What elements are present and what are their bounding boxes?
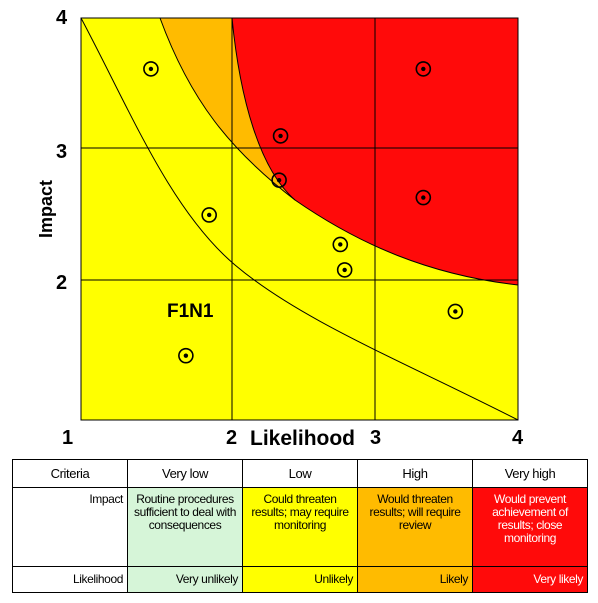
- table-header-row: Criteria Very low Low High Very high: [12, 459, 588, 488]
- risk-point-dot: [421, 195, 426, 200]
- risk-point-dot: [453, 309, 458, 314]
- risk-point-ring: [447, 303, 464, 320]
- likelihood-very-low: Very unlikely: [127, 566, 243, 593]
- risk-point-dot: [278, 133, 283, 139]
- header-high: High: [357, 459, 473, 488]
- boundary-high: [231, 17, 296, 201]
- risk-point-ring: [336, 262, 353, 278]
- impact-row-label: Impact: [12, 487, 128, 567]
- grid-lines: [80, 17, 519, 421]
- zone-boundaries: [80, 17, 519, 421]
- risk-criteria-table: Criteria Very low Low High Very high Imp…: [12, 459, 588, 593]
- x-tick-1: 1: [62, 427, 73, 449]
- risk-point-dot: [183, 353, 189, 358]
- risk-point: [271, 172, 287, 188]
- x-tick-4: 4: [512, 427, 524, 449]
- risk-point: [415, 61, 432, 77]
- risk-point: [178, 347, 194, 364]
- risk-point-ring: [332, 236, 349, 253]
- risk-point-ring: [415, 189, 432, 206]
- risk-point-dot: [148, 66, 154, 72]
- impact-very-high: Would prevent achievement of results; cl…: [472, 487, 588, 567]
- likelihood-row-label: Likelihood: [12, 566, 128, 593]
- likelihood-high: Likely: [357, 566, 473, 593]
- risk-zones: [81, 18, 518, 420]
- risk-point: [272, 128, 289, 144]
- impact-low: Could threaten results; may require moni…: [242, 487, 358, 567]
- risk-point-ring: [143, 61, 159, 77]
- annotation-f1n1: F1N1: [167, 301, 214, 322]
- impact-row: Impact Routine procedures sufficient to …: [12, 487, 588, 567]
- header-very-high: Very high: [472, 459, 588, 488]
- header-low: Low: [242, 459, 358, 488]
- risk-point-ring: [178, 347, 194, 364]
- risk-point-dot: [206, 212, 212, 218]
- x-axis-label: Likelihood: [250, 427, 355, 450]
- zone-low: [81, 18, 518, 420]
- risk-point-ring: [272, 128, 289, 144]
- risk-point-dot: [276, 177, 282, 183]
- boundary-very-low: [80, 17, 519, 421]
- y-tick-3: 3: [56, 141, 67, 163]
- risk-point: [415, 189, 432, 206]
- impact-very-low: Routine procedures sufficient to deal wi…: [127, 487, 243, 567]
- header-criteria: Criteria: [12, 459, 128, 488]
- likelihood-very-high: Very likely: [472, 566, 588, 593]
- risk-point: [336, 262, 353, 278]
- risk-point: [447, 303, 464, 320]
- risk-point: [143, 61, 159, 77]
- x-tick-3: 3: [370, 427, 381, 449]
- header-very-low: Very low: [127, 459, 243, 488]
- impact-high: Would threaten results; will require rev…: [357, 487, 473, 567]
- risk-point-ring: [271, 172, 287, 188]
- risk-matrix-chart: 1 2 3 4 4 3 2 Likelihood Impact F1N1: [36, 7, 524, 450]
- y-axis-label: Impact: [36, 180, 56, 238]
- y-tick-4: 4: [56, 7, 68, 29]
- plot-frame: [80, 17, 519, 421]
- y-tick-2: 2: [56, 272, 67, 294]
- risk-point-dot: [342, 267, 347, 273]
- risk-point: [332, 236, 349, 253]
- risk-point-ring: [201, 207, 217, 223]
- risk-point: [201, 207, 217, 223]
- risk-point-dot: [338, 242, 343, 247]
- likelihood-low: Unlikely: [242, 566, 358, 593]
- x-tick-2: 2: [226, 427, 237, 449]
- likelihood-row: Likelihood Very unlikely Unlikely Likely…: [12, 566, 588, 593]
- risk-point-ring: [415, 61, 432, 77]
- risk-point-dot: [421, 66, 426, 72]
- risk-points: [143, 61, 464, 364]
